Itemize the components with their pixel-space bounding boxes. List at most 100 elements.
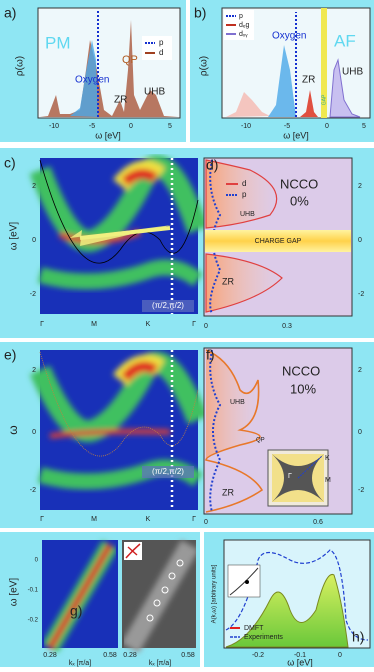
inset-line bbox=[125, 543, 141, 559]
d-curve bbox=[40, 20, 178, 117]
x-tick-label: 0 bbox=[204, 519, 208, 526]
label: Oxygen bbox=[75, 75, 109, 86]
y-label: ω bbox=[6, 425, 20, 434]
legend-label: dₑg bbox=[239, 22, 249, 29]
label: NCCO bbox=[280, 176, 318, 191]
d-fill bbox=[206, 350, 260, 460]
label: UHB bbox=[342, 67, 363, 78]
y-tick-label: -2 bbox=[30, 291, 36, 298]
x-tick-label: Γ bbox=[40, 321, 44, 328]
inset-label: M bbox=[325, 477, 331, 484]
panel-label: a) bbox=[4, 5, 16, 21]
label: CHARGE GAP bbox=[255, 238, 302, 245]
y-tick-label: 2 bbox=[32, 367, 36, 374]
spectral-map bbox=[42, 540, 118, 653]
x-tick-label: 5 bbox=[362, 123, 366, 130]
uhb-peak bbox=[329, 58, 361, 118]
legend-label: dₓᵧ bbox=[239, 31, 248, 38]
x-tick-label: 0 bbox=[325, 123, 329, 130]
x-label: kₓ [π/a] bbox=[149, 660, 171, 667]
label: ZR bbox=[302, 75, 315, 86]
legend-label: p bbox=[239, 13, 243, 20]
arrow bbox=[79, 226, 171, 240]
x-tick-label: 0.28 bbox=[43, 652, 57, 659]
y-tick-label: -2 bbox=[30, 487, 36, 494]
x-tick-label: 0.58 bbox=[181, 652, 195, 659]
x-tick-label: 0 bbox=[204, 323, 208, 330]
y-label: ω [eV] bbox=[9, 222, 20, 251]
x-tick-label: -5 bbox=[89, 123, 95, 130]
x-tick-label: Γ bbox=[192, 516, 196, 523]
x-tick-label: 0.6 bbox=[313, 519, 323, 526]
spectral-map bbox=[29, 155, 209, 290]
p-fill bbox=[70, 40, 98, 117]
p-curve bbox=[209, 349, 222, 513]
y-label: ω [eV] bbox=[9, 578, 20, 607]
x-tick-label: Γ bbox=[40, 516, 44, 523]
x-tick-label: 0.28 bbox=[123, 652, 137, 659]
point-label: (π/2,π/2) bbox=[152, 467, 184, 476]
x-tick-label: K bbox=[146, 321, 151, 328]
label: ZR bbox=[222, 487, 234, 497]
x-tick-label: -10 bbox=[241, 123, 251, 130]
x-tick-label: 0.58 bbox=[103, 652, 117, 659]
panel-label: e) bbox=[4, 347, 16, 363]
points bbox=[146, 559, 184, 622]
label: ZR bbox=[114, 95, 127, 106]
inset-label: Γ bbox=[288, 473, 292, 480]
x-label: ω [eV] bbox=[283, 130, 309, 140]
panel-label: h) bbox=[352, 629, 364, 645]
panel-label: b) bbox=[194, 5, 206, 21]
label: 10% bbox=[290, 381, 316, 396]
d-curve bbox=[205, 159, 278, 229]
inset-label: K bbox=[325, 455, 330, 462]
d-curve bbox=[205, 253, 283, 313]
inset-point bbox=[245, 580, 249, 584]
x-tick-label: M bbox=[91, 516, 97, 523]
d-curve bbox=[226, 92, 270, 117]
label: ZR bbox=[222, 276, 234, 286]
y-tick-label: 0 bbox=[32, 429, 36, 436]
label-box bbox=[142, 466, 194, 478]
label: QP bbox=[256, 438, 265, 444]
x-tick-label: Γ bbox=[192, 321, 196, 328]
y-tick-label: 0 bbox=[32, 237, 36, 244]
dmft-curve bbox=[225, 573, 349, 648]
inset-line bbox=[229, 567, 259, 596]
panel-label: g) bbox=[70, 603, 82, 619]
label: UHB bbox=[230, 399, 245, 406]
x-tick-label: 0 bbox=[129, 123, 133, 130]
panel-label: f) bbox=[206, 347, 215, 363]
y-tick-label: -2 bbox=[358, 291, 364, 298]
x-tick-label: M bbox=[91, 321, 97, 328]
x-tick-label: -0.2 bbox=[252, 652, 264, 659]
x-tick-label: -10 bbox=[49, 123, 59, 130]
x-tick-label: K bbox=[146, 516, 151, 523]
y-label: ρ(ω) bbox=[199, 56, 210, 76]
label: QP bbox=[122, 54, 138, 66]
label: AF bbox=[334, 31, 356, 50]
label: NCCO bbox=[282, 363, 320, 378]
label: UHB bbox=[144, 87, 165, 98]
zr-peak bbox=[300, 90, 318, 117]
inset-line bbox=[297, 455, 323, 479]
y-tick-label: -0.1 bbox=[28, 588, 39, 594]
plot-area bbox=[37, 7, 181, 119]
gap bbox=[321, 8, 327, 118]
y-tick-label: 2 bbox=[358, 183, 362, 190]
p-fill bbox=[268, 45, 296, 117]
y-tick-label: 0 bbox=[358, 237, 362, 244]
y-tick-label: 0 bbox=[358, 429, 362, 436]
legend-label: d bbox=[159, 48, 163, 57]
panel-label: c) bbox=[4, 155, 16, 171]
x-label: ω [eV] bbox=[95, 130, 121, 140]
x-tick-label: -0.1 bbox=[294, 652, 306, 659]
d-curve bbox=[205, 349, 264, 513]
x-label: ω [eV] bbox=[287, 657, 313, 667]
point-label: (π/2,π/2) bbox=[152, 301, 184, 310]
legend bbox=[142, 36, 172, 60]
label: 0% bbox=[290, 193, 309, 208]
y-tick-label: -0.2 bbox=[28, 618, 39, 624]
label-box bbox=[142, 300, 194, 312]
